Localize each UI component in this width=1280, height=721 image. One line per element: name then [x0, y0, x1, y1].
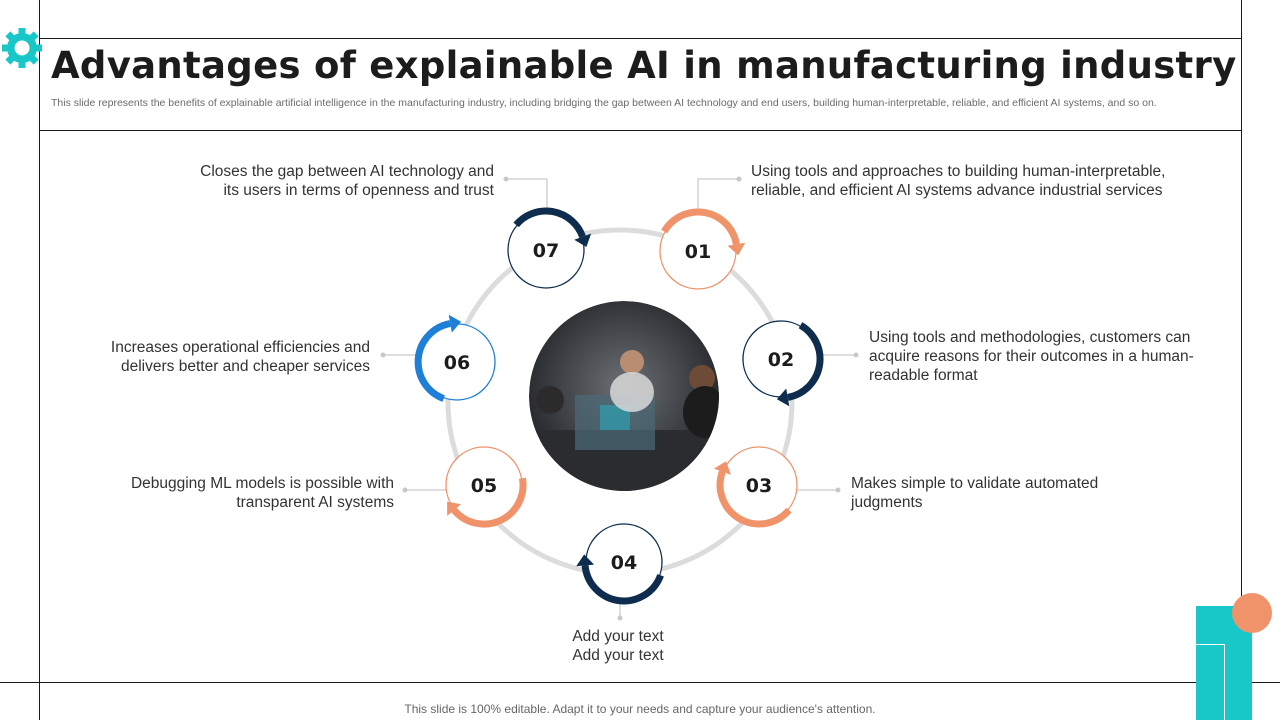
item-text-03: Makes simple to validate automated judgme…	[851, 475, 1099, 511]
item-text-04: Add your text Add your text	[572, 628, 664, 664]
step-node-06: 06	[414, 314, 496, 402]
step-number-07: 07	[533, 240, 559, 262]
item-text-02: Using tools and methodologies, customers…	[869, 329, 1194, 384]
step-number-02: 02	[768, 349, 794, 371]
arrowhead-icon	[447, 501, 461, 516]
step-arrow-arc-04	[581, 564, 664, 605]
step-node-01: 01	[659, 208, 746, 290]
step-number-05: 05	[471, 475, 497, 497]
page-title: Advantages of explainable AI in manufact…	[51, 44, 1237, 87]
step-number-03: 03	[746, 475, 772, 497]
step-node-05: 05	[445, 446, 527, 528]
orange-decoration-dot	[1232, 593, 1272, 633]
step-arrow-arc-06	[414, 320, 451, 402]
arrowhead-icon	[727, 242, 746, 256]
frame-right-line	[1241, 0, 1242, 600]
gear-icon	[2, 28, 42, 68]
arrowhead-icon	[576, 554, 595, 567]
teal-decoration-outline	[1196, 644, 1225, 721]
arrowhead-icon	[776, 388, 790, 407]
page-subtitle: This slide represents the benefits of ex…	[51, 97, 1157, 109]
step-arrow-arc-02	[787, 322, 824, 401]
arrowhead-icon	[713, 461, 731, 475]
step-arrow-arc-05	[451, 477, 527, 528]
step-arrow-arc-01	[661, 208, 740, 245]
footer-line	[0, 682, 1280, 683]
step-number-06: 06	[444, 352, 470, 374]
connector-07	[506, 178, 548, 212]
step-node-03: 03	[713, 446, 798, 528]
item-text-07: Closes the gap between AI technology and…	[200, 163, 494, 199]
footer-note: This slide is 100% editable. Adapt it to…	[404, 702, 876, 716]
center-photo	[529, 301, 719, 491]
step-node-02: 02	[742, 320, 824, 407]
frame-left-line	[39, 0, 40, 720]
step-node-04: 04	[576, 523, 664, 605]
arrowhead-icon	[574, 233, 592, 247]
header-top-line	[39, 38, 1241, 39]
step-node-07: 07	[507, 207, 592, 289]
step-arrow-arc-07	[513, 207, 586, 239]
step-number-01: 01	[685, 241, 711, 263]
connector-01	[697, 178, 739, 212]
step-arrow-arc-03	[716, 470, 792, 528]
header-bottom-line	[39, 130, 1241, 131]
arrowhead-icon	[448, 314, 462, 333]
item-text-01: Using tools and approaches to building h…	[751, 163, 1166, 199]
step-number-04: 04	[611, 552, 637, 574]
item-text-05: Debugging ML models is possible with tran…	[130, 475, 394, 511]
item-text-06: Increases operational efficiencies and de…	[110, 339, 370, 375]
